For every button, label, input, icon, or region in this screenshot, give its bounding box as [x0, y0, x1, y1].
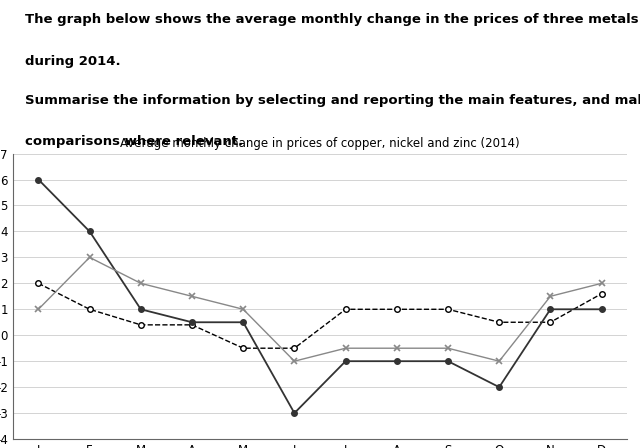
- Nickel: [86, 229, 93, 234]
- Zinc: [444, 345, 452, 351]
- Text: during 2014.: during 2014.: [25, 55, 121, 68]
- Nickel: [547, 306, 554, 312]
- Copper: [342, 306, 349, 312]
- Nickel: [291, 410, 298, 416]
- Copper: [188, 322, 196, 327]
- Text: The graph below shows the average monthly change in the prices of three metals: The graph below shows the average monthl…: [25, 13, 639, 26]
- Zinc: [393, 345, 401, 351]
- Zinc: [137, 280, 145, 286]
- Nickel: [393, 358, 401, 364]
- Line: Zinc: Zinc: [35, 254, 605, 365]
- Nickel: [342, 358, 349, 364]
- Zinc: [239, 306, 247, 312]
- Nickel: [495, 384, 503, 390]
- Zinc: [291, 358, 298, 364]
- Copper: [547, 319, 554, 325]
- Copper: [86, 306, 93, 312]
- Copper: [35, 280, 42, 286]
- Text: comparisons where relevant.: comparisons where relevant.: [25, 135, 243, 148]
- Copper: [495, 319, 503, 325]
- Copper: [444, 306, 452, 312]
- Nickel: [239, 319, 247, 325]
- Nickel: [444, 358, 452, 364]
- Line: Copper: Copper: [36, 280, 604, 351]
- Line: Nickel: Nickel: [36, 177, 604, 416]
- Copper: [393, 306, 401, 312]
- Zinc: [188, 293, 196, 299]
- Copper: [598, 291, 605, 297]
- Nickel: [598, 306, 605, 312]
- Copper: [239, 345, 247, 351]
- Zinc: [598, 280, 605, 286]
- Title: Average monthly change in prices of copper, nickel and zinc (2014): Average monthly change in prices of copp…: [120, 137, 520, 150]
- Nickel: [137, 306, 145, 312]
- Text: Summarise the information by selecting and reporting the main features, and make: Summarise the information by selecting a…: [25, 94, 640, 107]
- Zinc: [35, 306, 42, 312]
- Zinc: [547, 293, 554, 299]
- Nickel: [188, 319, 196, 325]
- Zinc: [495, 358, 503, 364]
- Nickel: [35, 177, 42, 182]
- Zinc: [342, 345, 349, 351]
- Zinc: [86, 255, 93, 260]
- Copper: [137, 322, 145, 327]
- Copper: [291, 345, 298, 351]
